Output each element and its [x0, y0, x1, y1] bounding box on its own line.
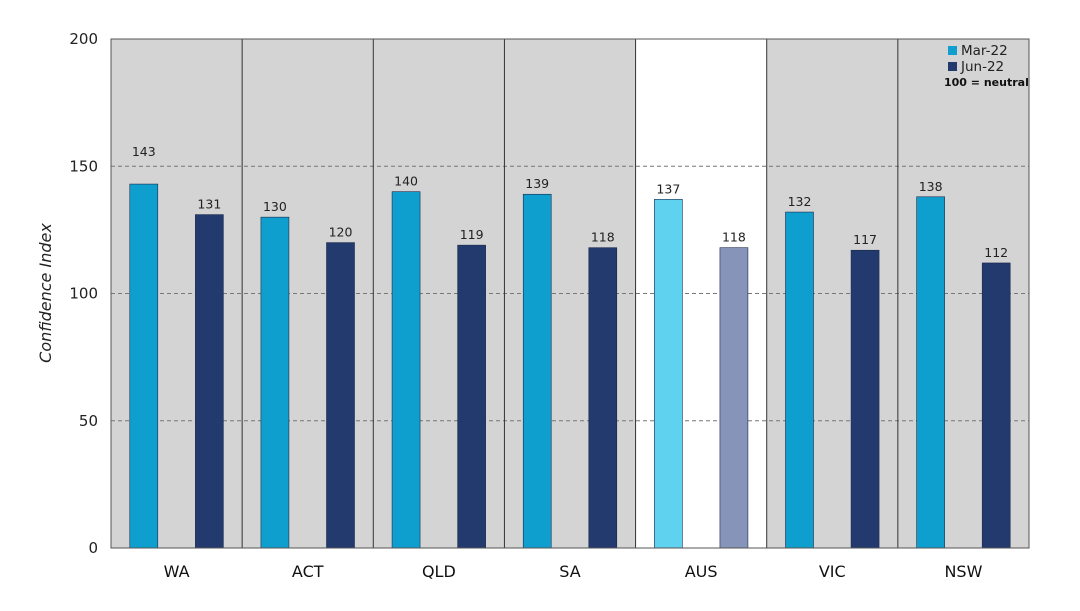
bar-nsw-jun-22	[981, 262, 1011, 549]
bar-qld-mar-22	[391, 191, 421, 549]
legend-swatch-mar-22	[948, 46, 957, 55]
category-label-wa: WA	[164, 562, 190, 581]
legend-label-mar-22: Mar-22	[961, 43, 1008, 59]
data-label: 140	[394, 174, 418, 189]
category-label-act: ACT	[292, 562, 324, 581]
data-label: 130	[263, 199, 287, 214]
category-dividers-group	[241, 39, 899, 548]
bar-aus-mar-22	[654, 199, 683, 549]
data-label: 118	[722, 230, 746, 245]
bar-nsw-mar-22	[916, 196, 945, 549]
bar-wa-jun-22	[195, 214, 224, 549]
data-label: 112	[984, 245, 1008, 260]
y-tick-label: 50	[79, 412, 98, 430]
category-label-nsw: NSW	[944, 562, 982, 581]
bar-aus-jun-22	[719, 247, 749, 549]
bar-sa-mar-22	[522, 193, 552, 549]
plot-border	[110, 38, 1030, 549]
y-axis-title: Confidence Index	[36, 223, 55, 363]
data-label: 137	[656, 181, 680, 196]
data-label: 119	[460, 227, 484, 242]
bar-act-jun-22	[326, 242, 355, 549]
data-label: 118	[591, 230, 615, 245]
legend-swatch-jun-22	[948, 62, 957, 71]
bars-group	[129, 183, 1011, 549]
y-tick-label: 150	[69, 157, 98, 175]
data-label: 131	[197, 197, 221, 212]
bar-qld-jun-22	[457, 244, 486, 549]
bar-wa-mar-22	[129, 183, 159, 549]
data-label: 138	[919, 179, 943, 194]
category-label-qld: QLD	[422, 562, 456, 581]
bar-act-mar-22	[260, 216, 290, 549]
data-label: 117	[853, 232, 877, 247]
data-label: 120	[329, 225, 353, 240]
legend-note: 100 = neutral	[944, 76, 1029, 89]
data-labels-group: 143 130 140 139 137 132 138 131 120 119 118 118 117 1…	[132, 144, 1008, 260]
bar-sa-jun-22	[588, 247, 618, 549]
bar-vic-jun-22	[850, 249, 880, 549]
data-label: 143	[132, 144, 156, 159]
data-label: 139	[525, 176, 549, 191]
category-label-aus: AUS	[685, 562, 718, 581]
category-label-sa: SA	[559, 562, 580, 581]
data-label: 132	[788, 194, 812, 209]
legend-label-jun-22: Jun-22	[960, 59, 1004, 75]
y-tick-label: 100	[69, 285, 98, 303]
bar-vic-mar-22	[785, 211, 814, 549]
category-label-vic: VIC	[819, 562, 846, 581]
axes-group: 0 50 100 150 200 WA ACT QLD SA AUS VIC NSW	[69, 30, 1030, 581]
y-tick-label: 0	[88, 539, 98, 557]
y-tick-label: 200	[69, 30, 98, 48]
